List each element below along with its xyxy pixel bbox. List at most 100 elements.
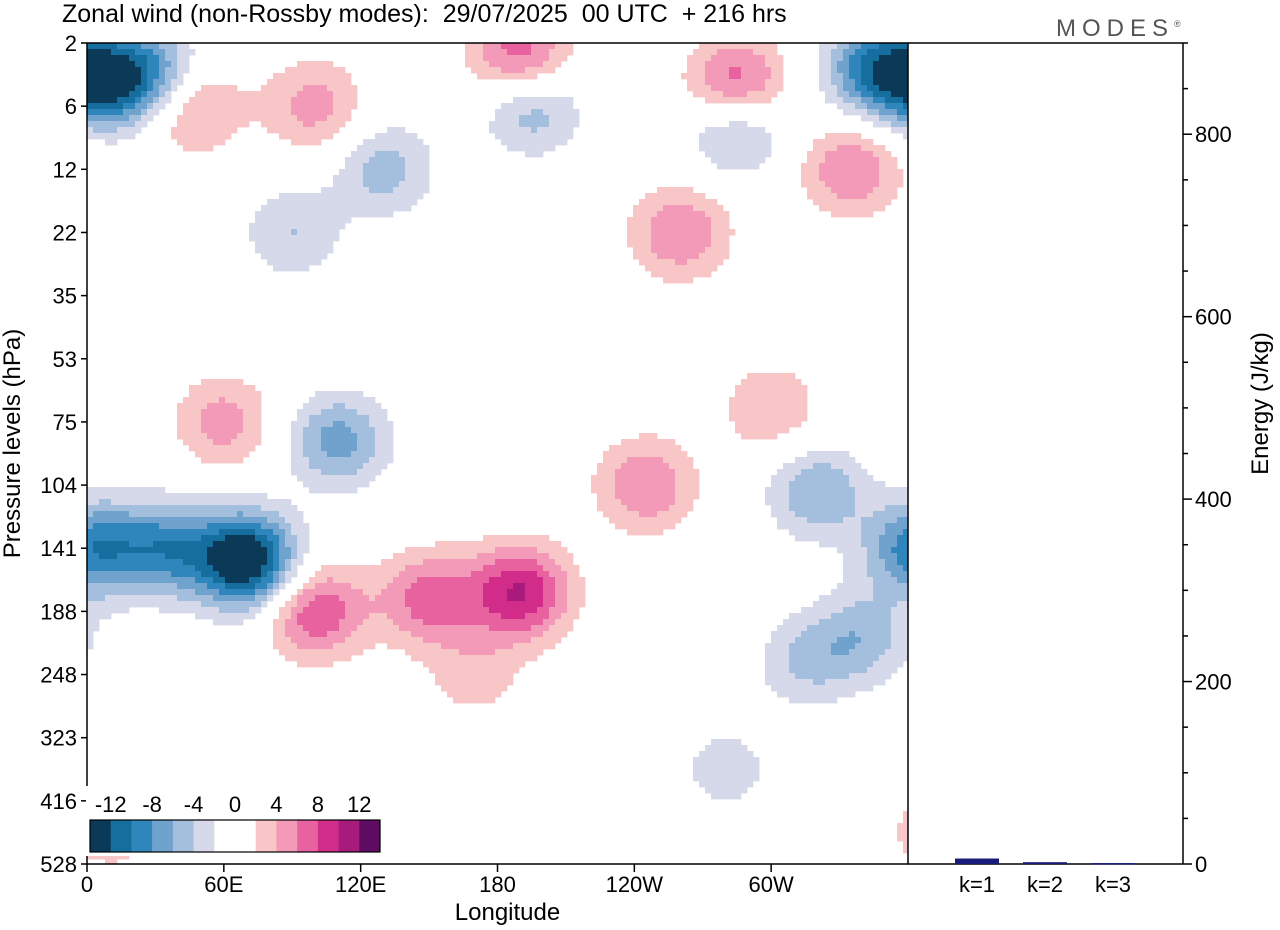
heatmap-cell	[669, 193, 676, 200]
heatmap-cell	[279, 127, 286, 134]
heatmap-cell	[339, 619, 346, 626]
heatmap-cell	[273, 547, 280, 554]
heatmap-cell	[321, 601, 328, 608]
heatmap-cell	[435, 625, 442, 632]
heatmap-cell	[549, 127, 556, 134]
heatmap-cell	[819, 85, 826, 92]
heatmap-cell	[207, 91, 214, 98]
heatmap-cell	[867, 115, 874, 122]
heatmap-cell	[783, 643, 790, 650]
heatmap-cell	[423, 643, 430, 650]
heatmap-cell	[765, 91, 772, 98]
heatmap-cell	[315, 463, 322, 470]
heatmap-cell	[105, 535, 112, 542]
heatmap-cell	[873, 589, 880, 596]
heatmap-cell	[345, 595, 352, 602]
heatmap-cell	[369, 157, 376, 164]
heatmap-cell	[321, 475, 328, 482]
heatmap-cell	[219, 121, 226, 128]
heatmap-cell	[741, 409, 748, 416]
heatmap-cell	[195, 571, 202, 578]
heatmap-cell	[753, 427, 760, 434]
heatmap-cell	[747, 55, 754, 62]
heatmap-cell	[153, 85, 160, 92]
heatmap-cell	[303, 475, 310, 482]
heatmap-cell	[369, 589, 376, 596]
heatmap-cell	[177, 511, 184, 518]
heatmap-cell	[555, 97, 562, 104]
heatmap-cell	[567, 625, 574, 632]
heatmap-cell	[837, 133, 844, 140]
heatmap-cell	[867, 85, 874, 92]
heatmap-cell	[795, 523, 802, 530]
heatmap-cell	[453, 559, 460, 566]
heatmap-cell	[171, 79, 178, 86]
heatmap-cell	[207, 589, 214, 596]
heatmap-cell	[735, 61, 742, 68]
heatmap-cell	[651, 445, 658, 452]
heatmap-cell	[819, 175, 826, 182]
heatmap-cell	[849, 505, 856, 512]
heatmap-cell	[351, 643, 358, 650]
heatmap-cell	[117, 79, 124, 86]
heatmap-cell	[705, 133, 712, 140]
heatmap-cell	[525, 97, 532, 104]
heatmap-cell	[171, 553, 178, 560]
heatmap-cell	[519, 589, 526, 596]
heatmap-cell	[771, 409, 778, 416]
heatmap-cell	[333, 73, 340, 80]
heatmap-cell	[501, 535, 508, 542]
heatmap-cell	[291, 241, 298, 248]
heatmap-cell	[783, 499, 790, 506]
heatmap-cell	[747, 163, 754, 170]
heatmap-cell	[393, 199, 400, 206]
heatmap-cell	[825, 523, 832, 530]
heatmap-cell	[195, 529, 202, 536]
heatmap-cell	[237, 103, 244, 110]
heatmap-cell	[825, 511, 832, 518]
heatmap-cell	[177, 121, 184, 128]
heatmap-cell	[837, 67, 844, 74]
heatmap-cell	[687, 223, 694, 230]
heatmap-cell	[879, 667, 886, 674]
heatmap-cell	[645, 511, 652, 518]
heatmap-cell	[123, 73, 130, 80]
heatmap-cell	[381, 595, 388, 602]
heatmap-cell	[489, 607, 496, 614]
heatmap-cell	[321, 649, 328, 656]
heatmap-cell	[819, 463, 826, 470]
heatmap-cell	[879, 517, 886, 524]
heatmap-cell	[207, 379, 214, 386]
heatmap-cell	[471, 577, 478, 584]
heatmap-cell	[753, 415, 760, 422]
heatmap-cell	[693, 205, 700, 212]
heatmap-cell	[705, 259, 712, 266]
heatmap-cell	[237, 571, 244, 578]
heatmap-cell	[843, 55, 850, 62]
heatmap-cell	[747, 409, 754, 416]
heatmap-cell	[237, 379, 244, 386]
heatmap-cell	[897, 487, 904, 494]
heatmap-cell	[759, 85, 766, 92]
heatmap-cell	[201, 523, 208, 530]
heatmap-cell	[879, 589, 886, 596]
heatmap-cell	[543, 571, 550, 578]
heatmap-cell	[825, 535, 832, 542]
heatmap-cell	[795, 649, 802, 656]
heatmap-cell	[843, 67, 850, 74]
heatmap-cell	[207, 451, 214, 458]
heatmap-cell	[189, 565, 196, 572]
heatmap-cell	[645, 217, 652, 224]
heatmap-cell	[261, 493, 268, 500]
heatmap-cell	[321, 391, 328, 398]
heatmap-cell	[765, 415, 772, 422]
heatmap-cell	[855, 565, 862, 572]
heatmap-cell	[285, 253, 292, 260]
heatmap-cell	[519, 631, 526, 638]
heatmap-cell	[789, 469, 796, 476]
heatmap-cell	[825, 607, 832, 614]
heatmap-cell	[387, 637, 394, 644]
heatmap-cell	[399, 559, 406, 566]
heatmap-cell	[321, 73, 328, 80]
heatmap-cell	[657, 217, 664, 224]
